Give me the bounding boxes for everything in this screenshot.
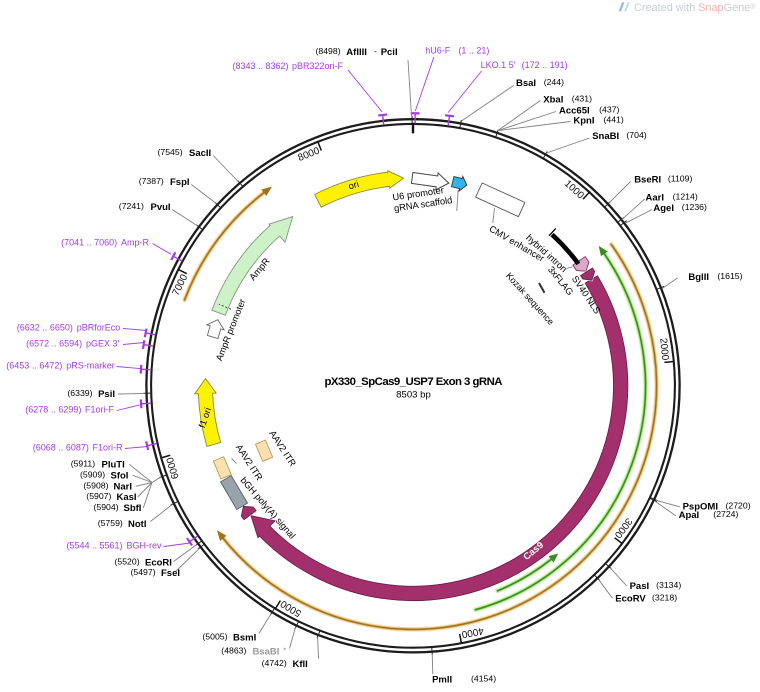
svg-text:(4742)KflI: (4742)KflI: [262, 658, 308, 669]
svg-text:(5544 .. 5561)BGH-rev: (5544 .. 5561)BGH-rev: [67, 541, 163, 551]
svg-text:(6453 .. 6472)pRS-marker: (6453 .. 6472)pRS-marker: [6, 361, 115, 371]
svg-text:(6339)PsiI: (6339)PsiI: [67, 388, 115, 399]
svg-text:(5909)SfoI: (5909)SfoI: [80, 470, 128, 481]
svg-text:LKO.1 5'(172 .. 191): LKO.1 5'(172 .. 191): [481, 60, 568, 70]
svg-text:(6278 .. 6299)F1ori-F: (6278 .. 6299)F1ori-F: [25, 405, 114, 415]
svg-text:(8343 .. 8362)pBR322ori-F: (8343 .. 8362)pBR322ori-F: [233, 61, 344, 71]
svg-text:8503 bp: 8503 bp: [396, 390, 431, 401]
svg-text:PasI(3134): PasI(3134): [630, 580, 682, 591]
svg-text:(5497)FseI: (5497)FseI: [131, 567, 181, 578]
svg-text:(6632 .. 6650)pBRforEco: (6632 .. 6650)pBRforEco: [17, 323, 121, 333]
svg-text:Created with SnapGene®: Created with SnapGene®: [634, 2, 756, 14]
svg-text:(5759)NotI: (5759)NotI: [98, 518, 147, 529]
svg-text:(5904)SbfI: (5904)SbfI: [94, 502, 142, 513]
svg-text:(6068 .. 6087)F1ori-R: (6068 .. 6087)F1ori-R: [33, 443, 123, 453]
svg-text:(7041 .. 7060)Amp-R: (7041 .. 7060)Amp-R: [61, 238, 149, 248]
svg-text:(6572 .. 6594)pGEX 3': (6572 .. 6594)pGEX 3': [26, 339, 119, 349]
svg-text:2000: 2000: [657, 338, 670, 362]
svg-text:pX330_SpCas9_USP7 Exon 3 gRNA: pX330_SpCas9_USP7 Exon 3 gRNA: [325, 376, 503, 388]
svg-text:(8498)AflIII-PciI: (8498)AflIII-PciI: [316, 46, 398, 57]
svg-text:(5908)NarI: (5908)NarI: [83, 481, 132, 492]
svg-text:(4863)BsaBI*: (4863)BsaBI*: [221, 646, 287, 657]
